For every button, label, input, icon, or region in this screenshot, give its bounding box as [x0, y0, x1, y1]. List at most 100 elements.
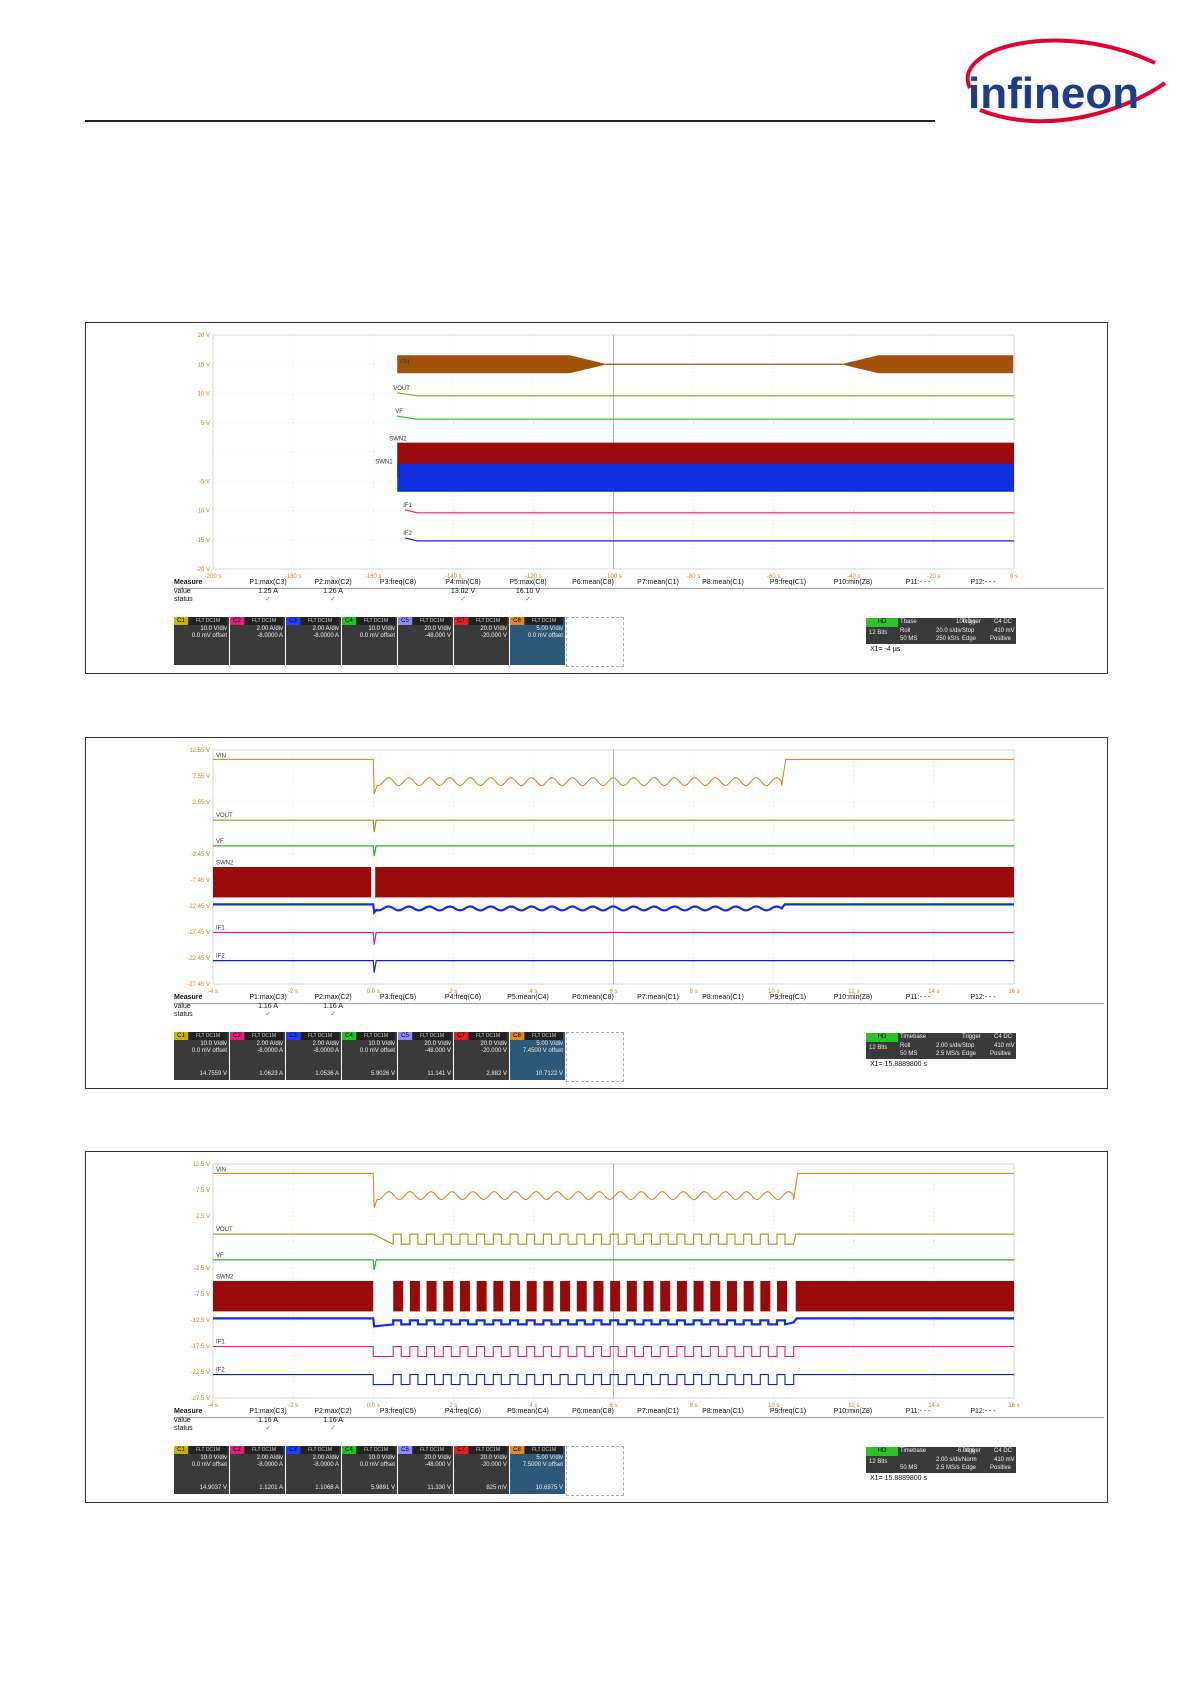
x-tick-label: 16 s — [1008, 1403, 1019, 1409]
measure-param: P1:max(C3) — [249, 994, 287, 1001]
channel-offset: -20.000 V — [480, 1462, 507, 1468]
measure-param: P12:- - - — [970, 1408, 996, 1415]
measure-row-label: status — [174, 596, 193, 603]
channel-box-c3[interactable]: C3 FLT DC1M 2.00 A/div -8.0000 A — [286, 617, 341, 665]
trace-label: VIN — [216, 1167, 226, 1173]
channel-tag: C7 — [454, 1446, 468, 1454]
hd-badge: HD — [866, 1447, 898, 1456]
timebase-box[interactable]: HD 12 Bits Tbase 100.0 s Trigger C4 DC Roll 20.… — [866, 618, 1016, 644]
x-tick-label: 10 s — [768, 1403, 779, 1409]
timebase-sdiv: 20.0 s/div — [936, 628, 962, 634]
cursor-x1-readout: X1= 15.8889800 s — [870, 1061, 928, 1068]
x-tick-label: 8 s — [690, 1403, 698, 1409]
channel-box-c7[interactable]: C7 FLT DC1M 20.0 V/div -20.000 V 2.882 V — [454, 1032, 509, 1080]
y-tick-label: -7.45 V — [191, 878, 210, 884]
timebase-tb-val: -6.00 s — [956, 1448, 975, 1454]
channel-box-c8[interactable]: C8 FLT DC1M 5.00 V/div 0.0 mV offset — [510, 617, 565, 665]
trace-vout — [397, 392, 1014, 397]
channel-box-c4[interactable]: C4 FLT DC1M 10.0 V/div 0.0 mV offset 5.9891 … — [342, 1446, 397, 1494]
measure-title: Measure — [174, 579, 203, 586]
x-tick-label: 0.0 s — [367, 1403, 380, 1409]
trace-swn2-band — [543, 1281, 554, 1312]
channel-box-c7[interactable]: C7 FLT DC1M 20.0 V/div -20.000 V 825 mV — [454, 1446, 509, 1494]
trace-swn2-band — [726, 1281, 737, 1312]
empty-channel-slot[interactable] — [566, 617, 624, 667]
measure-param: P5:mean(C4) — [507, 994, 549, 1001]
empty-channel-slot[interactable] — [566, 1446, 624, 1496]
timebase-rate: 2.5 MS/s — [936, 1051, 960, 1057]
channel-box-c2[interactable]: C2 FLT DC1M 2.00 A/div -8.0000 A 1.0623 A — [230, 1032, 285, 1080]
channel-box-c4[interactable]: C4 FLT DC1M 10.0 V/div 0.0 mV offset 5.9026 … — [342, 1032, 397, 1080]
timebase-trig-ch: C4 DC — [994, 1448, 1013, 1454]
timebase-box[interactable]: HD 12 Bits Timebase Trigger C4 DC Roll 2.00 s/… — [866, 1033, 1016, 1059]
measure-param: P6:mean(C8) — [572, 994, 614, 1001]
channel-coupling: FLT DC1M — [413, 1032, 451, 1040]
measure-param: P6:mean(C8) — [572, 579, 614, 586]
y-tick-label: -10 V — [196, 509, 210, 515]
channel-box-c3[interactable]: C3 FLT DC1M 2.00 A/div -8.0000 A 1.1068 A — [286, 1446, 341, 1494]
channel-box-c2[interactable]: C2 FLT DC1M 2.00 A/div -8.0000 A — [230, 617, 285, 665]
measure-status: ✓ — [525, 596, 531, 603]
logo-text: infineon — [968, 69, 1139, 118]
timebase-ms: 50 MS — [900, 1051, 918, 1057]
channel-box-c7[interactable]: C7 FLT DC1M 20.0 V/div -20.000 V — [454, 617, 509, 665]
channel-box-c5[interactable]: C5 FLT DC1M 20.0 V/div -48.000 V — [398, 617, 453, 665]
channel-tag: C8 — [510, 1446, 524, 1454]
channel-offset: -8.0000 A — [257, 633, 283, 639]
timebase-edge: Edge — [962, 1051, 977, 1057]
channel-box-c8[interactable]: C8 FLT DC1M 5.00 V/div 7.4500 V offset 10.71… — [510, 1032, 565, 1080]
y-tick-label: -2.5 V — [194, 1266, 210, 1272]
trace-swn2-band — [526, 1281, 537, 1312]
trace-if2 — [405, 537, 1014, 542]
channel-box-c1[interactable]: C1 FLT DC1M 10.0 V/div 0.0 mV offset — [174, 617, 229, 665]
x-tick-label: -40 s — [847, 574, 860, 580]
measure-value: 13.02 V — [450, 588, 476, 595]
empty-channel-slot[interactable] — [566, 1032, 624, 1082]
channel-scale: 2.00 A/div — [256, 1041, 283, 1047]
x-tick-label: -200 s — [205, 574, 222, 580]
x-tick-label: -120 s — [525, 574, 542, 580]
channel-reading: 825 mV — [486, 1485, 507, 1491]
channel-tag: C4 — [342, 617, 356, 625]
channel-box-c1[interactable]: C1 FLT DC1M 10.0 V/div 0.0 mV offset 14.7559… — [174, 1032, 229, 1080]
timebase-box[interactable]: HD 12 Bits Timebase -6.00 s Trigger C4 DC 2.00… — [866, 1447, 1016, 1473]
channel-coupling: FLT DC1M — [357, 1446, 395, 1454]
channel-offset: 0.0 mV offset — [359, 1048, 395, 1054]
channel-box-c8[interactable]: C8 FLT DC1M 5.00 V/div 7.5000 V offset 10.69… — [510, 1446, 565, 1494]
measure-status: ✓ — [265, 1425, 271, 1432]
channel-scale: 10.0 V/div — [368, 626, 395, 632]
measure-param: P4:freq(C6) — [444, 1408, 482, 1415]
trace-swn2-band — [743, 1281, 754, 1312]
x-tick-label: 8 s — [690, 989, 698, 995]
channel-tag: C7 — [454, 617, 468, 625]
y-tick-label: 12.5 V — [193, 1162, 210, 1168]
trace-label: VOUT — [216, 813, 233, 819]
trace-swn2-band — [676, 1281, 687, 1312]
channel-offset: -8.0000 A — [257, 1462, 283, 1468]
channel-scale: 5.00 V/div — [536, 626, 563, 632]
measure-row-label: value — [174, 1003, 191, 1010]
measure-status: ✓ — [330, 1011, 336, 1018]
measure-row-label: value — [174, 588, 191, 595]
y-tick-label: 7.5 V — [196, 1188, 210, 1194]
cursor-x1-readout: X1= 15.8889800 s — [870, 1475, 928, 1482]
channel-box-c5[interactable]: C5 FLT DC1M 20.0 V/div -48.000 V 11.330 V — [398, 1446, 453, 1494]
channel-offset: 0.0 mV offset — [191, 1048, 227, 1054]
x-tick-label: 14 s — [928, 989, 939, 995]
channel-scale: 5.00 V/div — [536, 1041, 563, 1047]
channel-box-c3[interactable]: C3 FLT DC1M 2.00 A/div -8.0000 A 1.0536 A — [286, 1032, 341, 1080]
channel-reading: 10.6975 V — [535, 1485, 563, 1491]
channel-coupling: FLT DC1M — [189, 617, 227, 625]
timebase-stop: Norm — [962, 1457, 977, 1463]
channel-box-c1[interactable]: C1 FLT DC1M 10.0 V/div 0.0 mV offset 14.9037… — [174, 1446, 229, 1494]
channel-box-c2[interactable]: C2 FLT DC1M 2.00 A/div -8.0000 A 1.1201 A — [230, 1446, 285, 1494]
measure-param: P9:freq(C1) — [769, 994, 807, 1001]
channel-coupling: FLT DC1M — [357, 617, 395, 625]
timebase-trig-label: Trigger — [962, 1448, 981, 1454]
channel-box-c5[interactable]: C5 FLT DC1M 20.0 V/div -48.000 V 11.141 V — [398, 1032, 453, 1080]
trace-label: VF — [216, 1253, 224, 1259]
channel-box-c4[interactable]: C4 FLT DC1M 10.0 V/div 0.0 mV offset — [342, 617, 397, 665]
channel-scale: 2.00 A/div — [312, 626, 339, 632]
measure-param: P7:mean(C1) — [637, 994, 679, 1001]
measure-status: ✓ — [265, 596, 271, 603]
